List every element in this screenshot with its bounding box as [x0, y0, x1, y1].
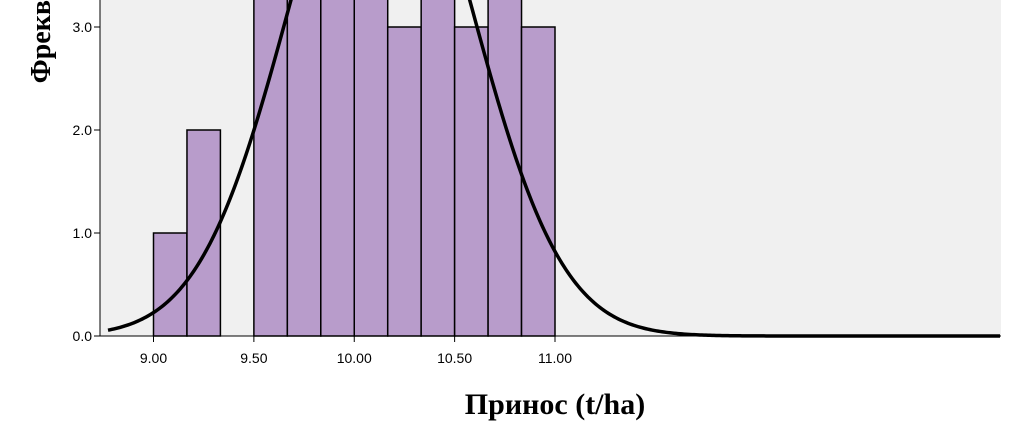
- bars-group: [152, 0, 556, 337]
- x-tick-label: 10.50: [437, 350, 472, 366]
- x-ticks-group: 9.00 9.50 10.00 10.50 11.00: [140, 336, 572, 366]
- y-axis-title: Фрекв: [26, 0, 57, 83]
- histogram-bar: [420, 0, 456, 337]
- x-tick-label: 10.00: [337, 350, 372, 366]
- x-axis-title: Принос (t/ha): [465, 388, 645, 421]
- histogram-bar: [353, 0, 389, 337]
- x-tick-label: 9.00: [140, 350, 167, 366]
- y-tick-label: 2.0: [73, 122, 93, 138]
- histogram-bar: [286, 0, 322, 337]
- y-tick-label: 3.0: [73, 19, 93, 35]
- y-tick-label: 0.0: [73, 328, 93, 344]
- x-tick-label: 11.00: [538, 350, 572, 366]
- histogram-bar: [487, 0, 523, 337]
- y-tick-label: 1.0: [73, 225, 93, 241]
- histogram-bar: [520, 26, 556, 337]
- x-tick-label: 9.50: [240, 350, 267, 366]
- histogram-bar: [453, 26, 489, 337]
- histogram-bar: [386, 26, 422, 337]
- histogram-bar: [320, 0, 355, 337]
- histogram-bar: [253, 0, 289, 337]
- y-ticks-group: 0.0 1.0 2.0 3.0: [73, 19, 100, 344]
- histogram-bar: [152, 232, 188, 337]
